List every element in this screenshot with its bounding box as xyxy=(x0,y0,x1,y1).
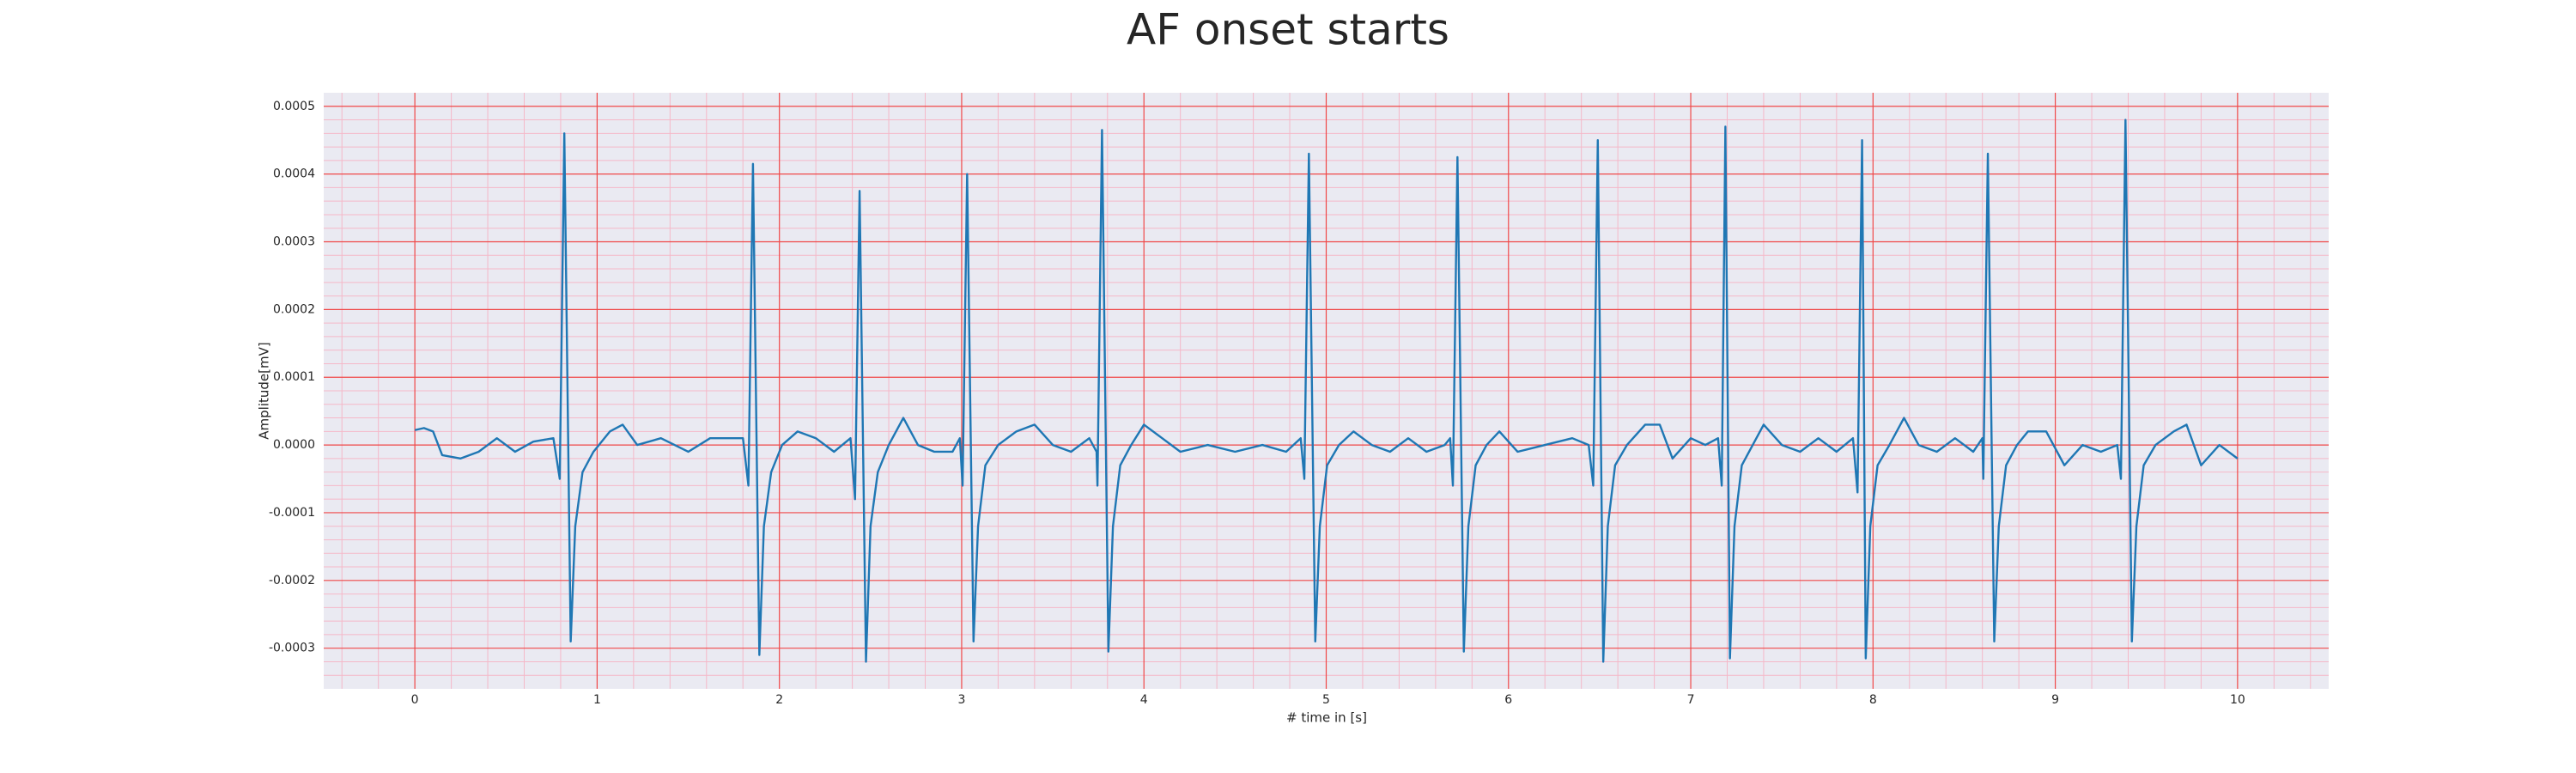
x-tick-label: 4 xyxy=(1140,693,1148,707)
y-tick-label: -0.0002 xyxy=(269,574,315,587)
y-tick-label: 0.0002 xyxy=(273,302,315,316)
y-tick-label: -0.0001 xyxy=(269,506,315,520)
y-tick-label: 0.0004 xyxy=(273,167,315,181)
x-tick-label: 1 xyxy=(593,693,601,707)
x-tick-label: 6 xyxy=(1504,693,1512,707)
y-tick-label: 0.0005 xyxy=(273,100,315,113)
x-tick-label: 3 xyxy=(957,693,965,707)
x-tick-label: 7 xyxy=(1687,693,1695,707)
y-tick-label: 0.0000 xyxy=(273,438,315,452)
y-tick-label: 0.0001 xyxy=(273,370,315,384)
chart-title: AF onset starts xyxy=(1127,5,1449,55)
y-axis-label: Amplitude[mV] xyxy=(257,342,272,439)
x-tick-label: 8 xyxy=(1869,693,1877,707)
x-tick-label: 10 xyxy=(2230,693,2245,707)
y-tick-label: 0.0003 xyxy=(273,235,315,249)
x-axis-label: # time in [s] xyxy=(1286,710,1367,726)
signal-line xyxy=(414,119,2239,663)
x-tick-label: 9 xyxy=(2051,693,2059,707)
y-tick-label: -0.0003 xyxy=(269,642,315,655)
x-tick-label: 5 xyxy=(1322,693,1330,707)
x-tick-label: 2 xyxy=(775,693,783,707)
x-tick-label: 0 xyxy=(411,693,419,707)
